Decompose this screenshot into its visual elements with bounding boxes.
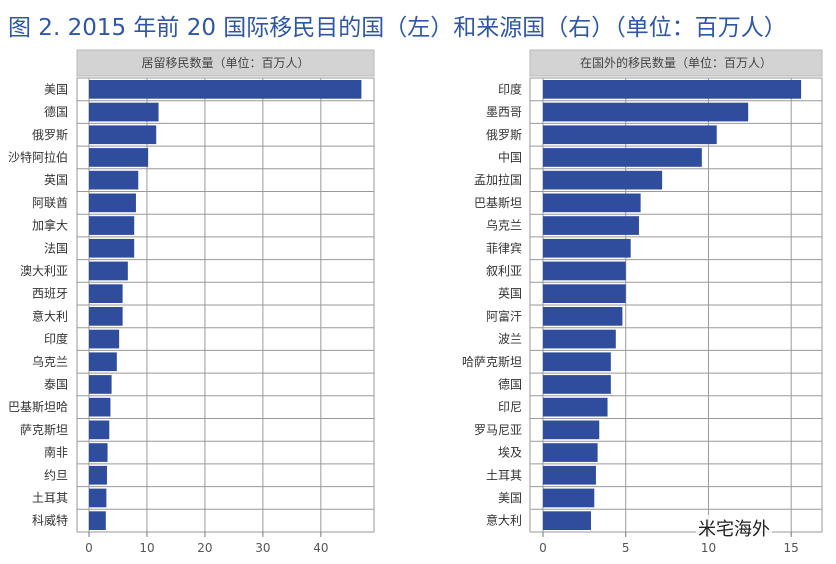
bar [89, 307, 123, 326]
bar [89, 443, 108, 462]
bar [543, 397, 608, 417]
x-tick-label: 30 [255, 541, 270, 555]
category-label: 埃及 [498, 446, 522, 460]
bar [543, 80, 802, 99]
category-label: 乌克兰 [486, 218, 522, 233]
bar [89, 352, 117, 372]
category-label: 意大利 [486, 513, 522, 528]
category-label: 中国 [498, 149, 522, 164]
category-label: 叙利亚 [486, 264, 522, 278]
bar [89, 329, 120, 349]
bar [89, 125, 157, 145]
bar [543, 193, 641, 213]
bar [543, 352, 611, 372]
panel-title: 在国外的移民数量（单位：百万人） [580, 55, 772, 70]
bar [89, 375, 112, 394]
bar [89, 102, 159, 122]
bar [543, 261, 626, 281]
chart-panel-2: 在国外的移民数量（单位：百万人） 0 5 10 15 印度墨西哥俄罗斯中国孟加拉国巴基斯坦… [462, 49, 823, 555]
category-label: 罗马尼亚 [474, 423, 522, 437]
category-label: 印尼 [498, 400, 522, 414]
bar [89, 193, 136, 213]
bar [543, 307, 623, 326]
category-label: 土耳其 [32, 491, 68, 505]
category-label: 印度 [498, 81, 522, 96]
bar [543, 148, 702, 167]
category-label: 哈萨克斯坦 [462, 355, 522, 369]
panel-header [76, 49, 375, 77]
bar [89, 80, 362, 99]
category-label: 俄罗斯 [32, 128, 68, 142]
category-label: 俄罗斯 [486, 128, 522, 142]
category-label: 土耳其 [486, 468, 522, 482]
category-label: 乌克兰 [32, 354, 68, 369]
figure-title: 图 2. 2015 年前 20 国际移民目的国（左）和来源国（右）（单位：百万人… [8, 15, 787, 41]
category-label: 菲律宾 [486, 240, 522, 255]
category-label: 泰国 [44, 377, 68, 391]
panel-header [529, 49, 823, 77]
x-tick-label: 20 [197, 541, 212, 555]
bar [89, 511, 106, 530]
category-label: 美国 [44, 82, 68, 96]
bar [89, 261, 128, 281]
category-label: 阿富汗 [486, 308, 522, 323]
bar [543, 465, 596, 485]
category-label: 萨克斯坦 [20, 423, 68, 437]
category-label: 南非 [44, 445, 68, 460]
category-label: 德国 [44, 104, 68, 119]
bar [89, 170, 139, 190]
category-label: 波兰 [498, 332, 522, 346]
bar [543, 443, 598, 462]
bar [543, 329, 616, 349]
category-label: 澳大利亚 [20, 264, 68, 278]
bar [89, 488, 107, 508]
category-label: 约旦 [44, 467, 68, 482]
category-label: 巴基斯坦 [474, 196, 522, 210]
watermark-text: 米宅海外 [696, 515, 772, 541]
category-label: 西班牙 [32, 287, 68, 301]
category-label: 孟加拉国 [474, 172, 522, 187]
category-label: 英国 [498, 287, 522, 301]
bar [89, 148, 149, 167]
bar [543, 420, 600, 440]
category-label: 法国 [44, 241, 68, 255]
bar [543, 375, 611, 394]
bar [543, 238, 631, 258]
x-tick-label: 0 [539, 541, 547, 555]
bar [89, 284, 123, 303]
category-label: 沙特阿拉伯 [8, 149, 68, 164]
panel-title: 居留移民数量（单位：百万人） [141, 55, 309, 70]
category-label: 巴基斯坦哈 [8, 400, 68, 414]
category-label: 美国 [498, 491, 522, 505]
bar [543, 102, 749, 122]
bar [543, 125, 717, 145]
bar [89, 397, 111, 417]
bar [543, 284, 626, 303]
category-label: 德国 [498, 376, 522, 391]
category-label: 英国 [44, 173, 68, 187]
bar [89, 238, 135, 258]
chart-panel-1: 居留移民数量（单位：百万人） 0 10 20 30 40 美国德国俄罗斯沙特阿拉伯英国阿联酋… [8, 49, 375, 555]
bar [543, 488, 595, 508]
x-tick-label: 40 [313, 541, 328, 555]
x-tick-label: 10 [139, 541, 154, 555]
category-label: 意大利 [32, 308, 68, 323]
x-tick-label: 5 [622, 541, 630, 555]
x-tick-label: 10 [701, 541, 716, 555]
category-label: 印度 [44, 331, 68, 346]
bar [543, 511, 591, 530]
bar [89, 465, 107, 485]
bar [89, 420, 110, 440]
category-label: 阿联酋 [32, 195, 68, 210]
category-label: 加拿大 [32, 218, 68, 233]
x-tick-label: 0 [85, 541, 93, 555]
bar [89, 216, 135, 235]
category-label: 科威特 [32, 513, 68, 528]
bar [543, 216, 639, 235]
bar [543, 170, 663, 190]
x-tick-label: 15 [784, 541, 799, 555]
category-label: 墨西哥 [486, 105, 522, 119]
